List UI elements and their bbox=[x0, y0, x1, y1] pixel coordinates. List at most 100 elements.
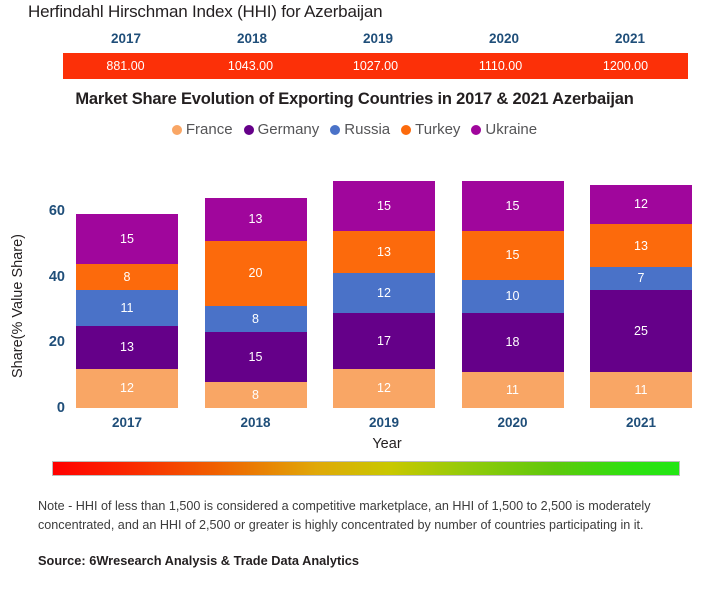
bar-segment-turkey[interactable]: 15 bbox=[461, 230, 564, 280]
x-axis-tick-label: 2020 bbox=[497, 415, 528, 430]
bar-segment-germany[interactable]: 18 bbox=[461, 312, 564, 372]
hhi-year-label: 2020 bbox=[488, 31, 520, 46]
bar-segment-germany[interactable]: 13 bbox=[76, 325, 178, 369]
bar-segment-value: 8 bbox=[252, 312, 259, 327]
bar-segment-value: 12 bbox=[377, 286, 391, 301]
bar-segment-germany[interactable]: 25 bbox=[590, 289, 692, 372]
hhi-value: 1043.00 bbox=[227, 59, 274, 73]
legend-item-russia[interactable]: Russia bbox=[330, 121, 390, 138]
y-axis-tick-label: 20 bbox=[48, 334, 65, 351]
bar-segment-value: 11 bbox=[634, 382, 648, 397]
legend-item-germany[interactable]: Germany bbox=[243, 121, 320, 138]
bar-segment-value: 8 bbox=[123, 269, 131, 284]
bar-segment-germany[interactable]: 17 bbox=[333, 312, 435, 369]
bar-segment-russia[interactable]: 8 bbox=[204, 306, 307, 333]
x-axis-tick-label: 2021 bbox=[625, 415, 657, 430]
bar-segment-value: 15 bbox=[248, 350, 263, 365]
bar-segment-russia[interactable]: 10 bbox=[461, 279, 564, 313]
bar-segment-france[interactable]: 11 bbox=[461, 371, 564, 408]
bar-segment-russia[interactable]: 11 bbox=[76, 289, 178, 326]
hhi-value: 1200.00 bbox=[602, 59, 649, 73]
hhi-value: 881.00 bbox=[106, 59, 145, 73]
bar-group-2021[interactable]: 11 25 7 13 12 bbox=[590, 184, 692, 408]
legend-swatch-icon bbox=[171, 124, 182, 135]
legend-label: Germany bbox=[257, 121, 320, 138]
bar-segment-france[interactable]: 12 bbox=[333, 368, 435, 408]
hhi-year-label: 2019 bbox=[362, 31, 394, 46]
x-axis-label: Year bbox=[372, 436, 402, 452]
footnote-text: Note - HHI of less than 1,500 is conside… bbox=[38, 499, 651, 533]
legend-swatch-icon bbox=[243, 124, 254, 135]
hhi-year-label: 2017 bbox=[110, 31, 142, 46]
legend-item-ukraine[interactable]: Ukraine bbox=[471, 121, 537, 138]
bar-segment-value: 15 bbox=[505, 199, 520, 214]
bar-segment-value: 12 bbox=[634, 197, 648, 212]
bar-group-2017[interactable]: 12 13 11 8 15 bbox=[76, 214, 178, 408]
legend-label: Turkey bbox=[415, 121, 461, 138]
hhi-year-label: 2018 bbox=[236, 31, 268, 46]
x-axis-tick-label: 2019 bbox=[368, 415, 400, 430]
bar-segment-value: 13 bbox=[634, 238, 648, 253]
concentration-gradient-bar bbox=[52, 461, 680, 476]
bar-segment-value: 8 bbox=[252, 387, 259, 402]
source-text: Source: 6Wresearch Analysis & Trade Data… bbox=[38, 553, 360, 568]
bar-segment-value: 10 bbox=[505, 289, 520, 304]
legend-item-turkey[interactable]: Turkey bbox=[401, 121, 460, 138]
y-axis-ticks: 0 20 40 60 bbox=[31, 150, 65, 450]
bar-group-2018[interactable]: 8 15 8 20 13 bbox=[204, 197, 307, 408]
hhi-year-label: 2021 bbox=[614, 31, 646, 46]
bar-segment-value: 13 bbox=[248, 212, 263, 227]
bar-segment-turkey[interactable]: 8 bbox=[76, 263, 178, 290]
y-axis-tick-label: 40 bbox=[48, 268, 65, 285]
legend-label: France bbox=[185, 121, 233, 138]
hhi-year-row: 2017 2018 2019 2020 2021 bbox=[63, 31, 693, 46]
legend-swatch-icon bbox=[401, 124, 412, 135]
y-axis-tick-label: 0 bbox=[56, 400, 65, 416]
x-axis-tick-label: 2018 bbox=[240, 415, 271, 430]
bar-segment-france[interactable]: 11 bbox=[590, 371, 692, 408]
bar-segment-russia[interactable]: 12 bbox=[333, 273, 435, 313]
bar-segment-value: 20 bbox=[248, 266, 263, 281]
bar-segment-ukraine[interactable]: 15 bbox=[461, 181, 564, 231]
bar-segment-ukraine[interactable]: 13 bbox=[204, 197, 307, 241]
legend-swatch-icon bbox=[471, 124, 482, 135]
y-axis-label: Share(% Value Share) bbox=[10, 234, 26, 379]
hhi-value-bar: 881.00 1043.00 1027.00 1110.00 1200.00 bbox=[63, 53, 688, 79]
legend-label: Russia bbox=[344, 121, 391, 138]
bar-segment-value: 12 bbox=[377, 381, 391, 396]
bar-segment-ukraine[interactable]: 12 bbox=[590, 184, 692, 225]
x-axis-tick-label: 2017 bbox=[111, 415, 143, 430]
plot-area: 12 13 11 8 15 2017 8 15 8 20 13 2018 12 17 12 13 15 2019 1… bbox=[72, 150, 702, 450]
bar-segment-value: 11 bbox=[120, 300, 134, 315]
legend-swatch-icon bbox=[330, 124, 341, 135]
bar-segment-value: 18 bbox=[505, 335, 520, 350]
bar-segment-france[interactable]: 8 bbox=[204, 381, 307, 408]
bar-segment-germany[interactable]: 15 bbox=[204, 332, 307, 382]
hhi-value: 1027.00 bbox=[352, 59, 399, 73]
chart-title: Market Share Evolution of Exporting Coun… bbox=[75, 90, 634, 108]
bar-segment-turkey[interactable]: 13 bbox=[333, 230, 435, 274]
bar-segment-ukraine[interactable]: 15 bbox=[76, 214, 178, 264]
bar-segment-turkey[interactable]: 20 bbox=[204, 240, 307, 307]
bar-segment-france[interactable]: 12 bbox=[76, 368, 178, 408]
hhi-title: Herfindahl Hirschman Index (HHI) for Aze… bbox=[28, 2, 383, 21]
legend-item-france[interactable]: France bbox=[171, 121, 233, 138]
stacked-bar-chart: Share(% Value Share) 0 20 40 60 12 13 11 8 15 20… bbox=[0, 150, 709, 452]
bar-segment-value: 25 bbox=[634, 323, 648, 338]
bar-segment-value: 11 bbox=[506, 382, 519, 397]
bar-segment-value: 13 bbox=[120, 340, 134, 355]
bar-group-2019[interactable]: 12 17 12 13 15 bbox=[333, 181, 435, 408]
bar-segment-russia[interactable]: 7 bbox=[590, 266, 692, 290]
bar-segment-value: 12 bbox=[120, 381, 134, 396]
bar-segment-value: 13 bbox=[377, 245, 391, 260]
bar-segment-turkey[interactable]: 13 bbox=[590, 224, 692, 267]
bar-segment-ukraine[interactable]: 15 bbox=[333, 181, 435, 231]
bar-segment-value: 15 bbox=[120, 231, 134, 246]
bar-segment-value: 15 bbox=[377, 199, 391, 214]
chart-legend: France Germany Russia Turkey Ukraine bbox=[0, 121, 709, 138]
bar-group-2020[interactable]: 11 18 10 15 15 bbox=[461, 181, 564, 408]
hhi-value: 1110.00 bbox=[478, 59, 523, 73]
bar-segment-value: 15 bbox=[505, 248, 520, 263]
bar-segment-value: 17 bbox=[377, 333, 391, 348]
y-axis-tick-label: 60 bbox=[48, 203, 65, 219]
